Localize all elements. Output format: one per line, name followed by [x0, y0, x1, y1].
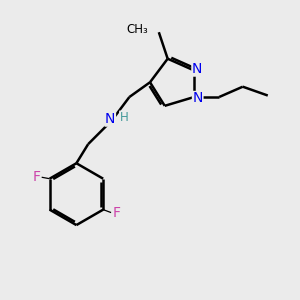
- Text: N: N: [193, 92, 203, 106]
- Text: N: N: [105, 112, 116, 126]
- Text: N: N: [192, 62, 202, 76]
- Text: CH₃: CH₃: [127, 23, 148, 36]
- Text: F: F: [32, 170, 40, 184]
- Text: H: H: [120, 111, 128, 124]
- Text: F: F: [112, 206, 120, 220]
